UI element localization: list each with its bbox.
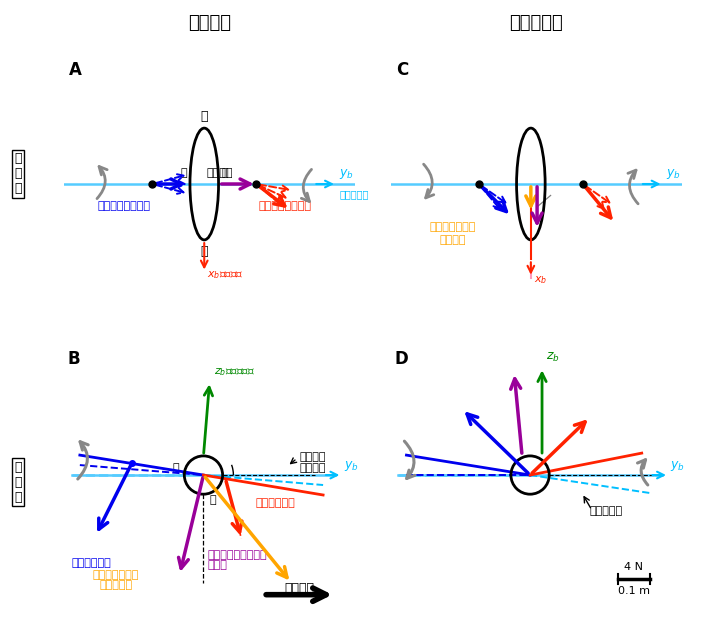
- Text: 右: 右: [181, 168, 187, 177]
- Text: 前進方向の成分: 前進方向の成分: [430, 222, 476, 231]
- Text: （左右軸）: （左右軸）: [339, 189, 368, 199]
- Text: 右翼（旋回外側）: 右翼（旋回外側）: [97, 201, 151, 211]
- Text: 4 N: 4 N: [624, 561, 643, 572]
- Text: （向心力）: （向心力）: [99, 580, 132, 590]
- Text: 背: 背: [173, 463, 180, 473]
- Text: 右翼の流体力: 右翼の流体力: [72, 557, 111, 568]
- Text: A: A: [69, 60, 82, 78]
- Text: 打ち下ろし: 打ち下ろし: [590, 506, 623, 516]
- Text: ペンギン: ペンギン: [207, 168, 234, 177]
- Text: 左翼と右翼の流体力: 左翼と右翼の流体力: [207, 550, 267, 560]
- Text: B: B: [68, 350, 80, 368]
- Text: $z_b$: $z_b$: [546, 351, 559, 364]
- Text: $z_b$（背腹軸）: $z_b$（背腹軸）: [214, 367, 255, 378]
- Text: 後: 後: [200, 110, 208, 123]
- Text: $y_b$: $y_b$: [344, 459, 359, 473]
- Text: 打ち下ろし: 打ち下ろし: [509, 14, 563, 32]
- Text: 正
面
図: 正 面 図: [14, 461, 21, 503]
- Text: $y_b$: $y_b$: [670, 459, 685, 473]
- Text: 左翼の流体力: 左翼の流体力: [256, 498, 295, 508]
- Text: 背
面
図: 背 面 図: [14, 152, 21, 195]
- Text: バンク角: バンク角: [299, 463, 326, 473]
- Text: 腹: 腹: [209, 494, 216, 505]
- Text: $x_b$（体軸）: $x_b$（体軸）: [207, 269, 244, 281]
- Text: 打ち上げ: 打ち上げ: [299, 452, 326, 462]
- Text: C: C: [395, 60, 408, 78]
- Text: D: D: [395, 350, 408, 368]
- Text: 左: 左: [222, 168, 228, 177]
- Text: 前: 前: [200, 246, 208, 258]
- Text: （推力）: （推力）: [439, 235, 466, 244]
- Text: $y_b$: $y_b$: [666, 167, 681, 181]
- Text: 0.1 m: 0.1 m: [618, 586, 650, 596]
- Text: 旋回方向: 旋回方向: [284, 582, 314, 595]
- Text: 打ち上げ: 打ち上げ: [188, 14, 231, 32]
- Text: 左翼（旋回内側）: 左翼（旋回内側）: [258, 201, 311, 211]
- Text: $x_b$: $x_b$: [534, 275, 547, 286]
- Text: の合力: の合力: [207, 560, 227, 570]
- Text: $y_b$: $y_b$: [339, 167, 354, 181]
- Text: 旋回方向の成分: 旋回方向の成分: [92, 570, 139, 580]
